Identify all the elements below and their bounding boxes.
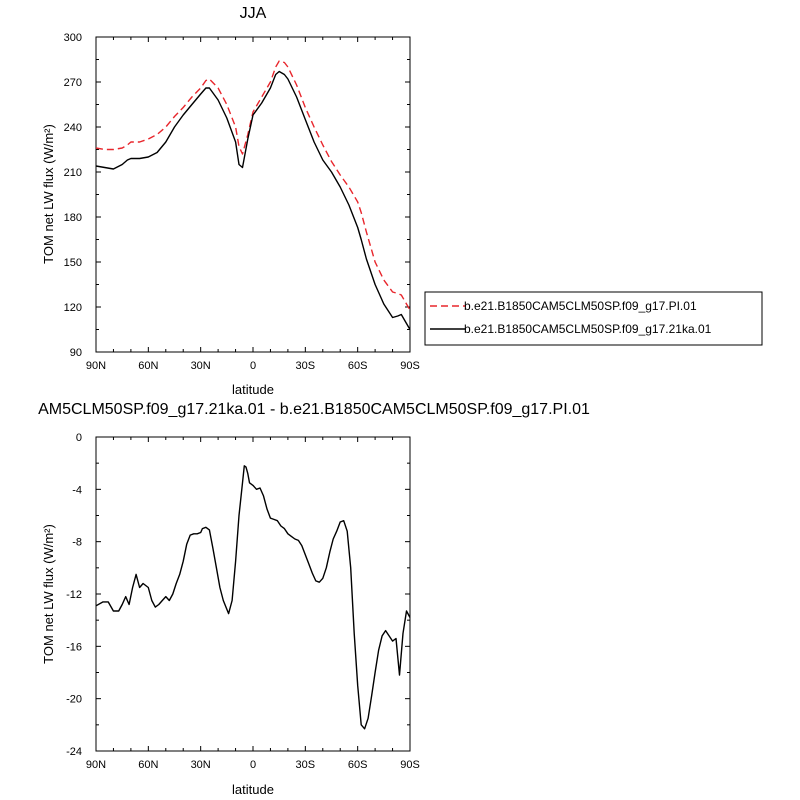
top-x-tick-label: 60S <box>348 360 368 372</box>
bottom-x-axis-label: latitude <box>232 782 274 797</box>
top-x-tick-label: 30N <box>191 360 211 372</box>
legend-box <box>424 291 763 346</box>
top-y-tick-label: 270 <box>64 77 82 89</box>
bottom-y-tick-label: -4 <box>72 484 82 496</box>
bottom-x-tick-label: 60N <box>138 759 158 771</box>
bottom-y-tick-label: -12 <box>66 589 82 601</box>
top-chart: JJA 90N 60N 30N 0 30S 60S 90S 90 120 150 180 210 24… <box>41 5 763 397</box>
bottom-x-tick-label: 90S <box>400 759 420 771</box>
bottom-x-tick-label: 60S <box>348 759 368 771</box>
top-y-axis-label: TOM net LW flux (W/m²) <box>41 124 56 264</box>
bottom-x-tick-label: 90N <box>86 759 106 771</box>
top-legend: b.e21.B1850CAM5CLM50SP.f09_g17.PI.01 b.e… <box>424 291 763 346</box>
legend-label-21ka: b.e21.B1850CAM5CLM50SP.f09_g17.21ka.01 <box>464 322 712 336</box>
top-chart-title: JJA <box>240 5 267 22</box>
bottom-series-lines <box>95 465 411 730</box>
top-series-line-0 <box>95 60 411 311</box>
top-series-line-1 <box>95 70 411 330</box>
top-x-tick-label: 60N <box>138 360 158 372</box>
top-y-tick-label: 300 <box>64 32 82 44</box>
top-x-tick-label: 90S <box>400 360 420 372</box>
top-x-tick-label: 30S <box>296 360 316 372</box>
top-x-tick-label: 0 <box>250 360 256 372</box>
top-y-tick-label: 240 <box>64 122 82 134</box>
bottom-chart: AM5CLM50SP.f09_g17.21ka.01 - b.e21.B1850… <box>38 401 590 797</box>
top-x-ticks: 90N 60N 30N 0 30S 60S 90S <box>86 37 420 372</box>
bottom-y-ticks: -24 -20 -16 -12 -8 -4 0 <box>66 432 410 758</box>
top-y-tick-label: 90 <box>70 347 82 359</box>
top-y-tick-label: 210 <box>64 167 82 179</box>
top-series-lines <box>95 60 411 330</box>
bottom-chart-title: AM5CLM50SP.f09_g17.21ka.01 - b.e21.B1850… <box>38 401 590 418</box>
bottom-y-axis-label: TOM net LW flux (W/m²) <box>41 524 56 664</box>
top-y-tick-label: 150 <box>64 257 82 269</box>
bottom-y-tick-label: -16 <box>66 641 82 653</box>
top-y-tick-label: 180 <box>64 212 82 224</box>
bottom-plot-frame <box>95 436 411 752</box>
bottom-x-tick-label: 30N <box>191 759 211 771</box>
bottom-y-tick-label: 0 <box>76 432 82 444</box>
bottom-series-line-0 <box>95 465 411 730</box>
top-x-tick-label: 90N <box>86 360 106 372</box>
bottom-y-tick-label: -8 <box>72 537 82 549</box>
bottom-x-tick-label: 0 <box>250 759 256 771</box>
bottom-x-tick-label: 30S <box>296 759 316 771</box>
top-y-ticks: 90 120 150 180 210 240 270 300 <box>64 32 410 359</box>
legend-label-pi: b.e21.B1850CAM5CLM50SP.f09_g17.PI.01 <box>464 299 697 313</box>
top-x-axis-label: latitude <box>232 382 274 397</box>
top-plot-frame <box>95 36 411 353</box>
bottom-x-ticks: 90N 60N 30N 0 30S 60S 90S <box>86 437 420 771</box>
bottom-y-tick-label: -20 <box>66 694 82 706</box>
top-y-tick-label: 120 <box>64 302 82 314</box>
bottom-y-tick-label: -24 <box>66 746 82 758</box>
